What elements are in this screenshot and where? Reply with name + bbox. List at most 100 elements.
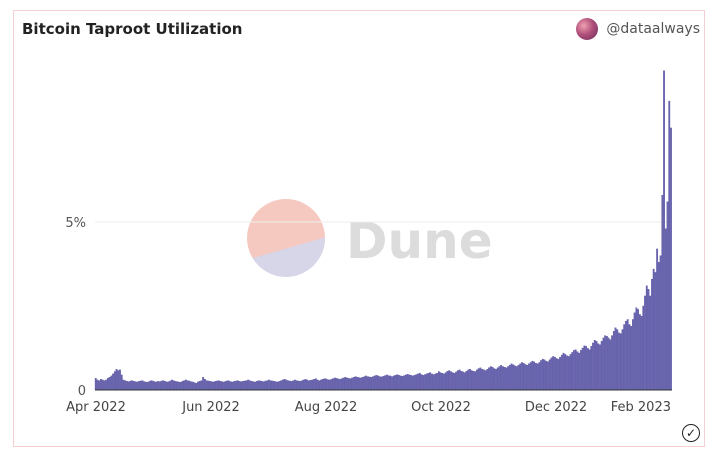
bar[interactable]	[517, 364, 520, 391]
bar[interactable]	[659, 255, 662, 391]
bar[interactable]	[455, 371, 458, 391]
bar[interactable]	[528, 363, 530, 391]
bar[interactable]	[444, 372, 447, 391]
bar[interactable]	[486, 369, 489, 391]
bar[interactable]	[330, 379, 333, 391]
bar[interactable]	[574, 349, 577, 391]
bar[interactable]	[183, 380, 185, 391]
bar[interactable]	[269, 380, 272, 391]
bar[interactable]	[127, 381, 130, 391]
bar[interactable]	[313, 379, 315, 391]
bar[interactable]	[101, 379, 104, 391]
bar[interactable]	[287, 380, 289, 391]
bar[interactable]	[505, 367, 508, 391]
bar[interactable]	[413, 375, 416, 391]
bar[interactable]	[580, 350, 582, 391]
bar[interactable]	[250, 381, 253, 391]
bar[interactable]	[607, 337, 610, 391]
bar[interactable]	[266, 380, 269, 391]
bar[interactable]	[221, 381, 224, 391]
bar[interactable]	[512, 364, 515, 391]
bar[interactable]	[372, 376, 374, 391]
bar[interactable]	[165, 381, 168, 391]
bar[interactable]	[472, 371, 475, 391]
bar[interactable]	[309, 380, 312, 391]
bar[interactable]	[482, 369, 485, 391]
bar[interactable]	[160, 380, 163, 391]
author-link[interactable]: @dataalways	[576, 18, 700, 40]
bar[interactable]	[434, 373, 437, 391]
bar[interactable]	[304, 379, 307, 391]
bar[interactable]	[342, 377, 345, 391]
bar[interactable]	[593, 340, 596, 391]
bar[interactable]	[321, 379, 324, 391]
bar[interactable]	[481, 369, 484, 391]
bar[interactable]	[491, 366, 494, 391]
bar[interactable]	[268, 379, 270, 391]
bar[interactable]	[126, 381, 128, 391]
bar[interactable]	[190, 381, 192, 391]
bar[interactable]	[616, 329, 619, 391]
bar[interactable]	[148, 381, 151, 391]
bar[interactable]	[297, 380, 300, 391]
bar[interactable]	[242, 381, 244, 391]
bar[interactable]	[113, 371, 116, 391]
bar[interactable]	[375, 375, 378, 391]
bar[interactable]	[264, 380, 267, 391]
bar[interactable]	[469, 369, 471, 391]
bar[interactable]	[550, 357, 553, 391]
bar[interactable]	[534, 362, 537, 391]
bar[interactable]	[425, 373, 428, 391]
bar[interactable]	[131, 380, 134, 391]
bar[interactable]	[197, 381, 199, 391]
bar[interactable]	[103, 380, 106, 391]
bar[interactable]	[96, 379, 99, 391]
bar[interactable]	[385, 374, 388, 391]
bar[interactable]	[637, 309, 639, 391]
bar[interactable]	[171, 379, 173, 391]
bar[interactable]	[356, 377, 359, 391]
bar[interactable]	[115, 369, 118, 391]
bar[interactable]	[495, 369, 497, 391]
bar[interactable]	[150, 380, 153, 391]
bar[interactable]	[283, 379, 286, 391]
bar[interactable]	[474, 371, 477, 391]
bar[interactable]	[632, 319, 634, 391]
bar[interactable]	[628, 324, 631, 391]
bar[interactable]	[417, 373, 419, 391]
bar[interactable]	[110, 375, 113, 391]
bar[interactable]	[600, 341, 603, 391]
bar[interactable]	[548, 359, 551, 391]
bar[interactable]	[477, 368, 480, 391]
bar[interactable]	[216, 380, 218, 391]
bar[interactable]	[306, 379, 309, 391]
bar[interactable]	[314, 378, 317, 391]
bar[interactable]	[647, 289, 650, 391]
bar[interactable]	[359, 377, 362, 391]
bar[interactable]	[670, 127, 672, 391]
bar[interactable]	[259, 380, 262, 391]
bar[interactable]	[382, 376, 385, 391]
bar[interactable]	[519, 363, 522, 391]
bar[interactable]	[112, 373, 114, 391]
bar[interactable]	[153, 381, 156, 391]
bar[interactable]	[167, 381, 170, 391]
bar[interactable]	[476, 369, 478, 391]
bar[interactable]	[599, 344, 601, 391]
bar[interactable]	[344, 377, 347, 391]
bar[interactable]	[327, 379, 329, 391]
bar[interactable]	[576, 351, 579, 391]
bar[interactable]	[129, 380, 132, 391]
bar[interactable]	[586, 348, 589, 391]
bar[interactable]	[430, 373, 433, 391]
bar[interactable]	[231, 381, 234, 391]
bar[interactable]	[280, 380, 283, 391]
bar[interactable]	[406, 374, 409, 391]
bar[interactable]	[316, 379, 319, 391]
bar[interactable]	[522, 362, 525, 391]
bar[interactable]	[479, 367, 482, 391]
bar[interactable]	[609, 339, 612, 391]
bar[interactable]	[543, 359, 546, 391]
bar[interactable]	[292, 380, 295, 391]
bar[interactable]	[273, 381, 276, 391]
